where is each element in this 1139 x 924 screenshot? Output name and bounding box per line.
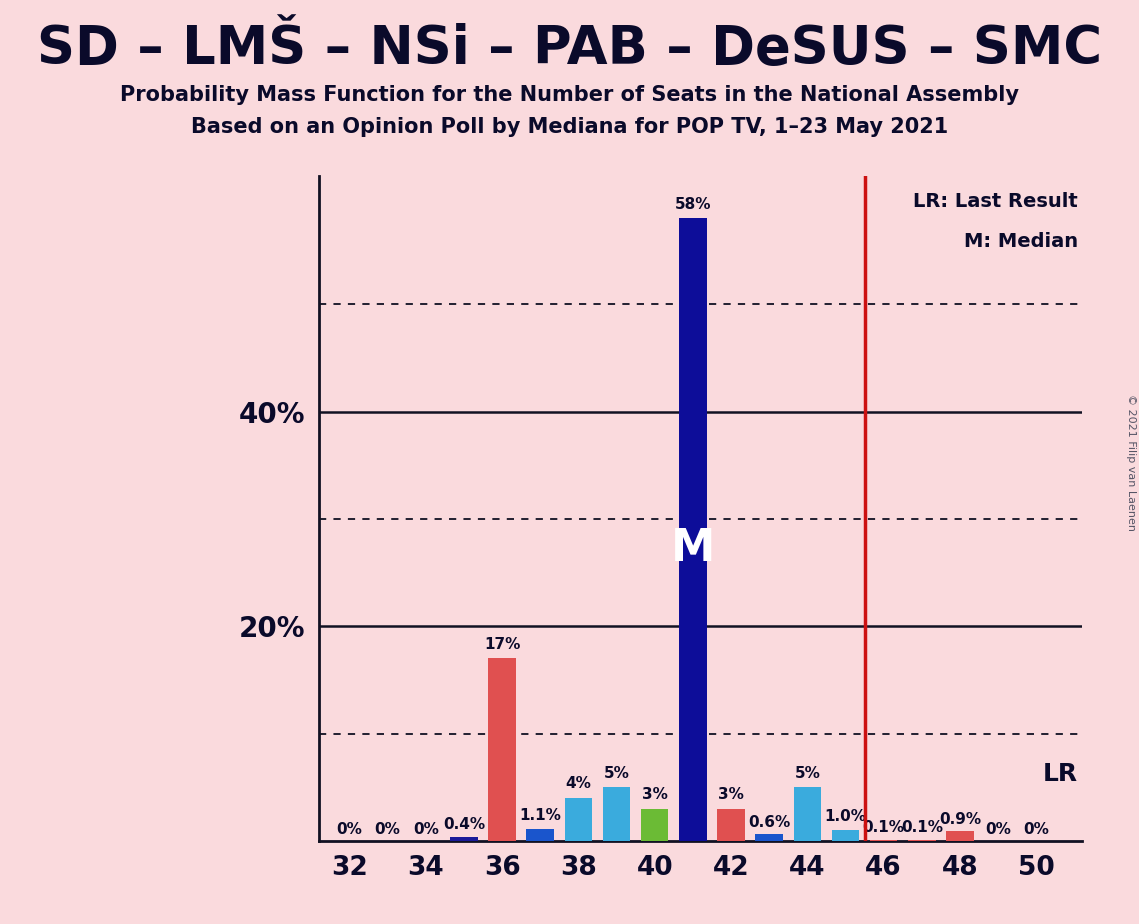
Text: 0.4%: 0.4%	[443, 817, 485, 833]
Text: LR: Last Result: LR: Last Result	[913, 192, 1079, 212]
Text: 0%: 0%	[375, 822, 401, 837]
Bar	[908, 840, 935, 841]
Bar	[489, 659, 516, 841]
Bar	[565, 798, 592, 841]
Bar	[641, 808, 669, 841]
Bar	[870, 840, 898, 841]
Bar	[718, 808, 745, 841]
Bar	[755, 834, 782, 841]
Text: 1.1%: 1.1%	[519, 808, 562, 822]
Text: 0.9%: 0.9%	[939, 812, 981, 827]
Text: SD – LMŠ – NSi – PAB – DeSUS – SMC: SD – LMŠ – NSi – PAB – DeSUS – SMC	[36, 23, 1103, 75]
Bar	[526, 829, 554, 841]
Text: 0%: 0%	[412, 822, 439, 837]
Text: 5%: 5%	[794, 766, 820, 781]
Text: 0%: 0%	[1023, 822, 1049, 837]
Text: 17%: 17%	[484, 637, 521, 652]
Text: M: M	[671, 527, 715, 570]
Text: 3%: 3%	[641, 787, 667, 802]
Text: 0%: 0%	[985, 822, 1011, 837]
Bar	[450, 836, 477, 841]
Bar	[831, 830, 859, 841]
Text: 5%: 5%	[604, 766, 630, 781]
Text: 0%: 0%	[336, 822, 362, 837]
Text: 4%: 4%	[565, 776, 591, 792]
Bar	[794, 787, 821, 841]
Bar	[947, 832, 974, 841]
Text: 0.1%: 0.1%	[901, 821, 943, 835]
Text: M: Median: M: Median	[964, 232, 1079, 251]
Text: 3%: 3%	[718, 787, 744, 802]
Bar	[679, 218, 706, 841]
Text: 58%: 58%	[674, 197, 711, 212]
Text: © 2021 Filip van Laenen: © 2021 Filip van Laenen	[1126, 394, 1136, 530]
Bar	[603, 787, 630, 841]
Text: 0.6%: 0.6%	[748, 815, 790, 830]
Text: LR: LR	[1043, 762, 1079, 786]
Text: Based on an Opinion Poll by Mediana for POP TV, 1–23 May 2021: Based on an Opinion Poll by Mediana for …	[191, 117, 948, 138]
Text: 1.0%: 1.0%	[825, 808, 867, 823]
Text: Probability Mass Function for the Number of Seats in the National Assembly: Probability Mass Function for the Number…	[120, 85, 1019, 105]
Text: 0.1%: 0.1%	[862, 821, 904, 835]
